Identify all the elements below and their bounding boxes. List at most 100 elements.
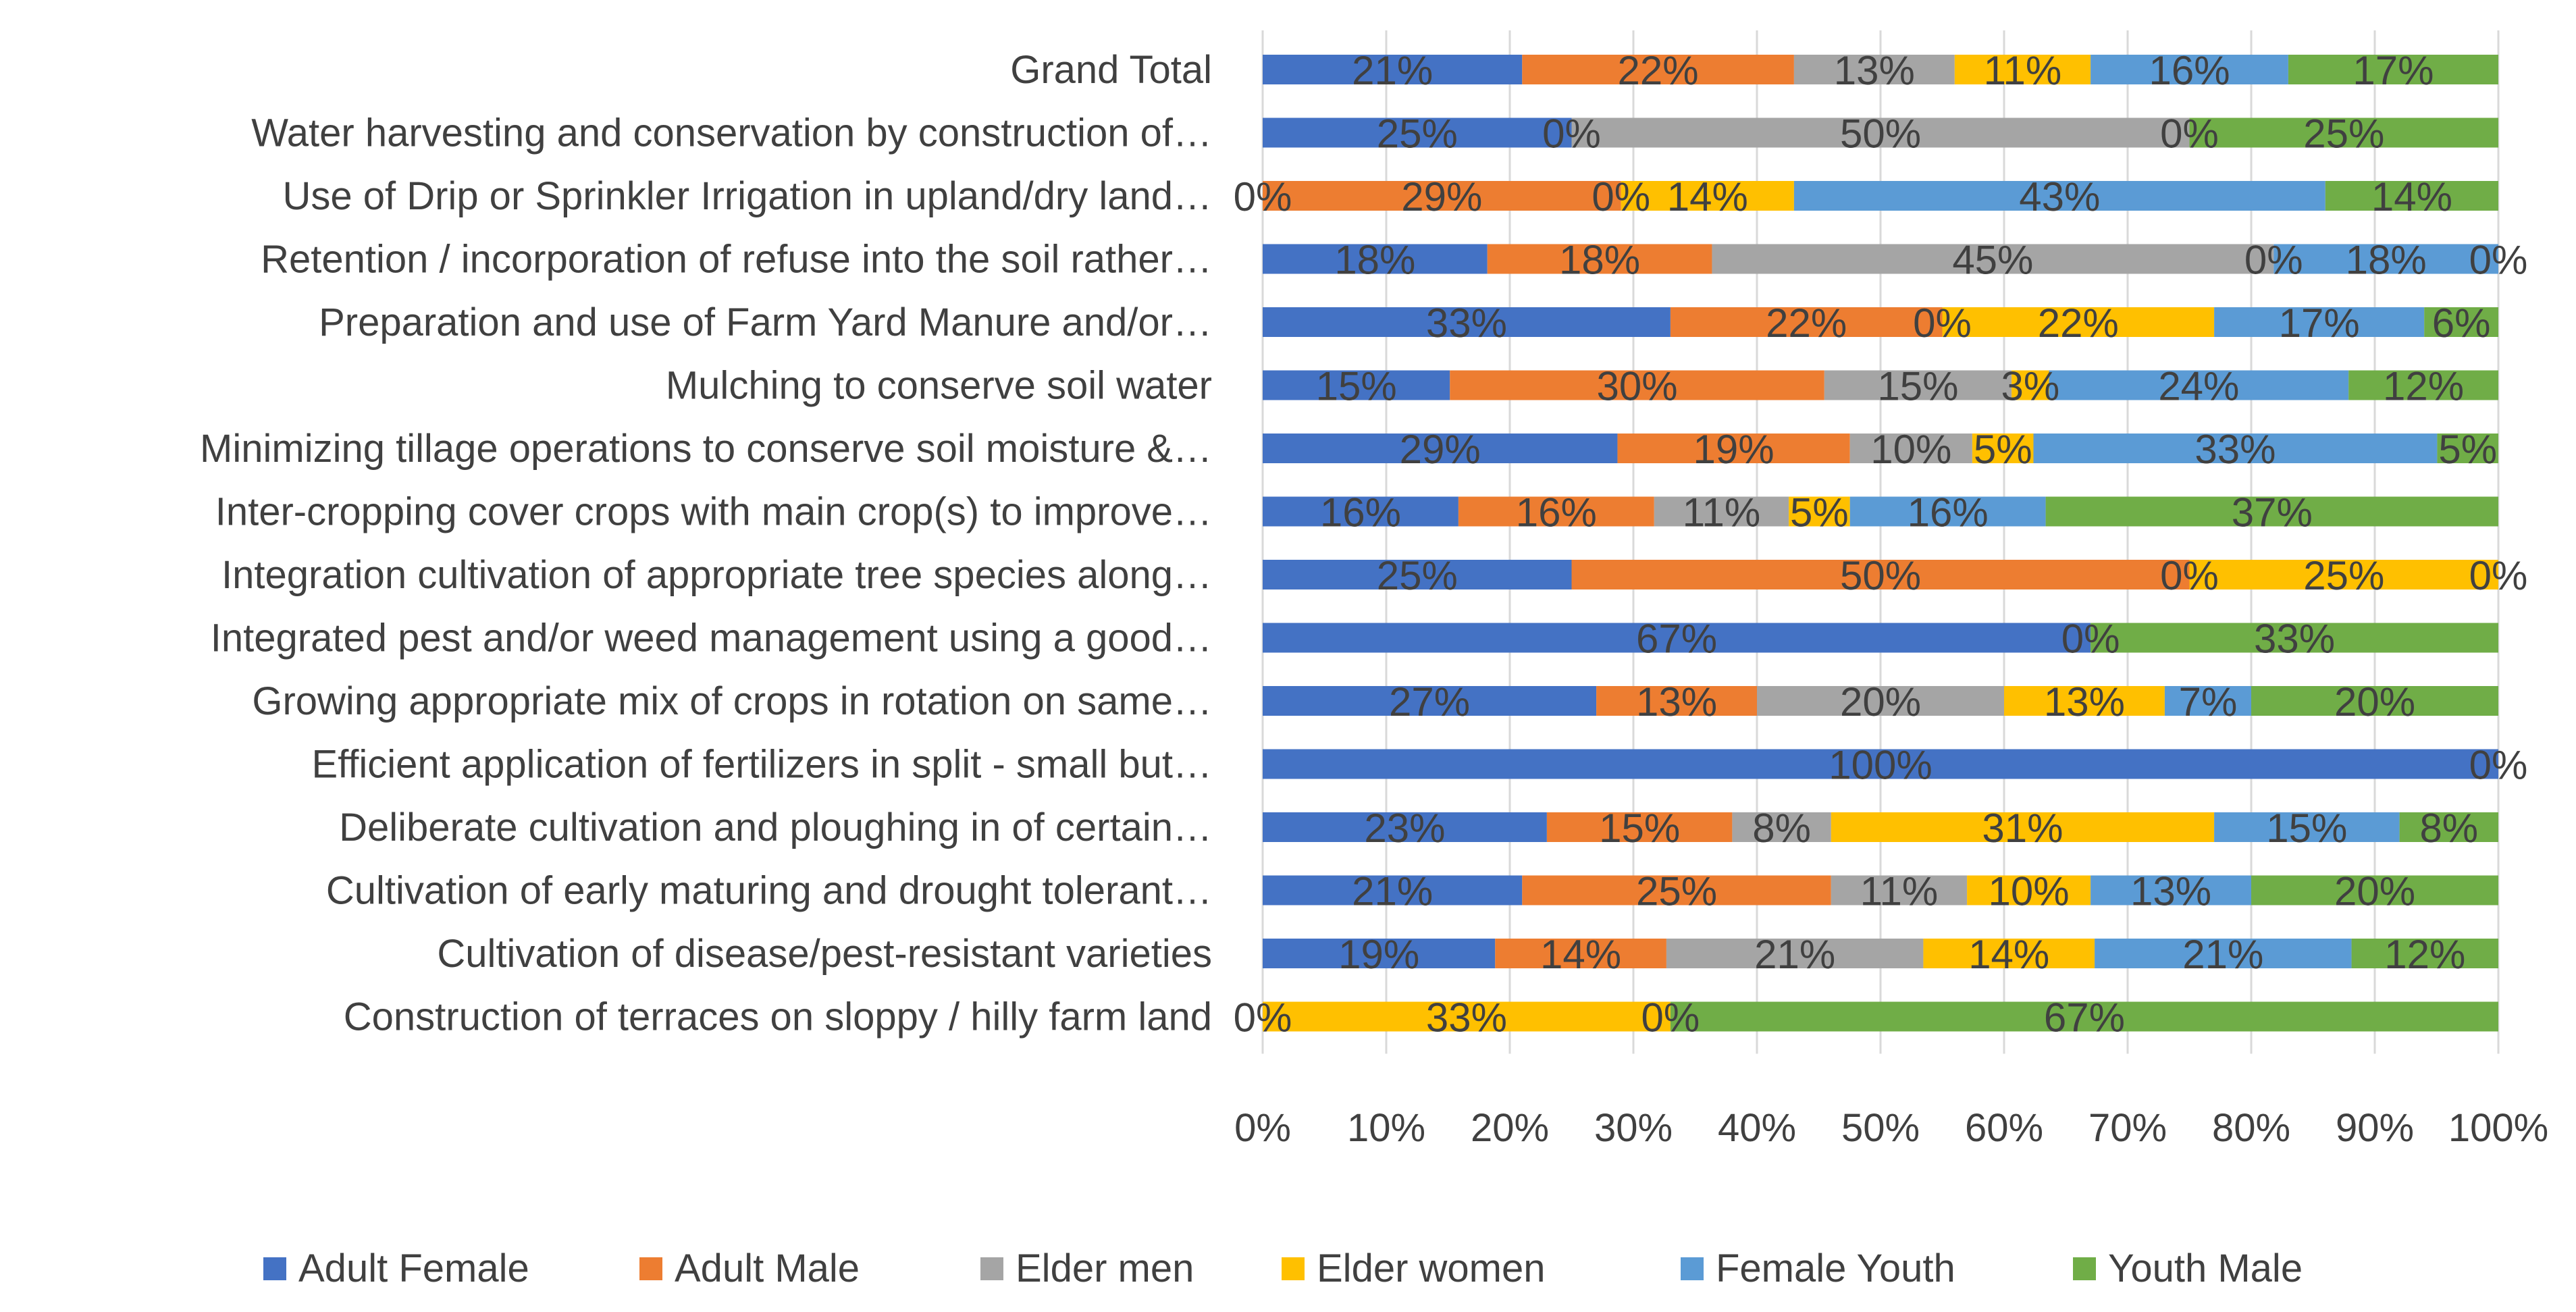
bar-segment-youth-male bbox=[2251, 686, 2498, 716]
category-label: Cultivation of disease/pest-resistant va… bbox=[437, 932, 1212, 976]
data-label: 24% bbox=[2158, 364, 2239, 409]
data-label: 0% bbox=[1234, 995, 1292, 1041]
data-label: 0% bbox=[1592, 174, 1650, 219]
data-label: 0% bbox=[1234, 174, 1292, 219]
category-label: Integration cultivation of appropriate t… bbox=[221, 553, 1212, 597]
bar-segment-adult-male bbox=[1487, 244, 1712, 274]
data-label: 29% bbox=[1400, 427, 1481, 472]
data-label: 10% bbox=[1989, 869, 2070, 914]
x-tick-label: 30% bbox=[1594, 1106, 1673, 1150]
data-label: 19% bbox=[1338, 932, 1419, 977]
data-label: 3% bbox=[2001, 364, 2059, 409]
data-label: 14% bbox=[1540, 932, 1621, 977]
data-label: 14% bbox=[2371, 174, 2452, 219]
bar-segment-adult-male bbox=[1458, 496, 1654, 527]
data-label: 0% bbox=[2061, 616, 2120, 662]
category-label: Efficient application of fertilizers in … bbox=[312, 743, 1212, 787]
data-label: 14% bbox=[1968, 932, 2049, 977]
data-label: 13% bbox=[1636, 679, 1717, 725]
data-label: 25% bbox=[1636, 869, 1717, 914]
bar-segment-elder-women bbox=[1923, 939, 2095, 968]
data-label: 5% bbox=[2438, 427, 2497, 472]
data-label: 67% bbox=[1636, 616, 1717, 662]
data-label: 15% bbox=[1316, 364, 1397, 409]
data-label: 21% bbox=[1352, 869, 1433, 914]
bar-segment-elder-men bbox=[1666, 939, 1924, 968]
data-label: 18% bbox=[1334, 238, 1415, 283]
category-label: Minimizing tillage operations to conserv… bbox=[200, 427, 1212, 471]
bar-segment-female-youth bbox=[2164, 686, 2251, 716]
data-label: 15% bbox=[2266, 806, 2347, 851]
data-label: 21% bbox=[1754, 932, 1835, 977]
category-label: Deliberate cultivation and ploughing in … bbox=[339, 806, 1212, 849]
x-tick-label: 60% bbox=[1965, 1106, 2043, 1150]
category-label: Preparation and use of Farm Yard Manure … bbox=[319, 300, 1212, 344]
data-label: 10% bbox=[1870, 427, 1951, 472]
bar-segment-elder-women bbox=[1967, 875, 2091, 906]
bar-segment-youth-male bbox=[2399, 812, 2498, 842]
bar-segment-female-youth bbox=[2273, 244, 2498, 274]
data-label: 33% bbox=[2194, 427, 2276, 472]
bar-segment-adult-female bbox=[1263, 307, 1671, 337]
data-label: 11% bbox=[1683, 490, 1761, 535]
data-label: 33% bbox=[1426, 995, 1507, 1041]
bar-segment-youth-male bbox=[2348, 370, 2498, 400]
bar-segment-adult-male bbox=[1571, 560, 2190, 589]
legend: Adult Female Adult Male Elder men Elder wom… bbox=[263, 1247, 2303, 1290]
bar-segment-youth-male bbox=[2091, 623, 2498, 653]
legend-swatch bbox=[980, 1257, 1003, 1280]
data-label: 27% bbox=[1389, 679, 1470, 725]
data-label: 25% bbox=[1377, 111, 1458, 157]
bar-segment-youth-male bbox=[2251, 875, 2498, 906]
data-label: 25% bbox=[1377, 553, 1458, 598]
data-label: 21% bbox=[2182, 932, 2263, 977]
x-tick-label: 0% bbox=[1234, 1106, 1291, 1150]
bar-segment-adult-female bbox=[1263, 117, 1572, 148]
data-label: 18% bbox=[1559, 238, 1640, 283]
bar-segment-youth-male bbox=[2288, 55, 2498, 84]
bar-segment-adult-male bbox=[1522, 55, 1794, 84]
data-label: 8% bbox=[2419, 806, 2478, 851]
bar-segment-female-youth bbox=[2214, 307, 2425, 337]
x-tick-label: 10% bbox=[1347, 1106, 1425, 1150]
data-label: 33% bbox=[2254, 616, 2335, 662]
x-tick-label: 70% bbox=[2088, 1106, 2167, 1150]
bar-segment-elder-men bbox=[1712, 244, 2274, 274]
legend-swatch bbox=[263, 1257, 286, 1280]
bars bbox=[1263, 55, 2498, 1032]
bar-segment-elder-women bbox=[2004, 686, 2165, 716]
legend-swatch bbox=[639, 1257, 662, 1280]
category-labels: Grand Total Water harvesting and conserva… bbox=[200, 48, 1212, 1039]
data-label: 12% bbox=[2384, 932, 2465, 977]
data-label: 0% bbox=[2160, 553, 2219, 598]
category-label: Cultivation of early maturing and drough… bbox=[326, 869, 1212, 913]
data-label: 0% bbox=[2160, 111, 2219, 157]
bar-segment-adult-male bbox=[1546, 812, 1733, 842]
category-label: Inter-cropping cover crops with main cro… bbox=[215, 490, 1212, 534]
bar-segment-youth-male bbox=[2437, 434, 2498, 463]
bar-segment-youth-male bbox=[2045, 496, 2498, 527]
bar-segment-female-youth bbox=[2033, 434, 2438, 463]
bar-segment-elder-women bbox=[1831, 812, 2215, 842]
data-label: 16% bbox=[2149, 48, 2230, 93]
data-label: 6% bbox=[2432, 300, 2491, 346]
legend-label: Adult Male bbox=[675, 1247, 860, 1290]
bar-segment-elder-men bbox=[1824, 370, 2012, 400]
bar-segment-adult-female bbox=[1263, 875, 1523, 906]
data-label: 22% bbox=[1618, 48, 1699, 93]
bar-segment-female-youth bbox=[2049, 370, 2349, 400]
data-label: 45% bbox=[1952, 238, 2033, 283]
bar-segment-elder-women bbox=[2012, 370, 2049, 400]
data-label: 13% bbox=[1834, 48, 1915, 93]
data-label: 50% bbox=[1840, 553, 1921, 598]
bar-segment-female-youth bbox=[2091, 875, 2251, 906]
data-label: 5% bbox=[1974, 427, 2032, 472]
data-label: 0% bbox=[1641, 995, 1700, 1041]
data-label: 17% bbox=[2352, 48, 2434, 93]
data-label: 30% bbox=[1596, 364, 1677, 409]
data-label: 20% bbox=[2334, 869, 2415, 914]
bar-segment-adult-female bbox=[1263, 434, 1618, 463]
bar-segment-adult-male bbox=[1495, 939, 1666, 968]
bar-segment-female-youth bbox=[1849, 496, 2046, 527]
